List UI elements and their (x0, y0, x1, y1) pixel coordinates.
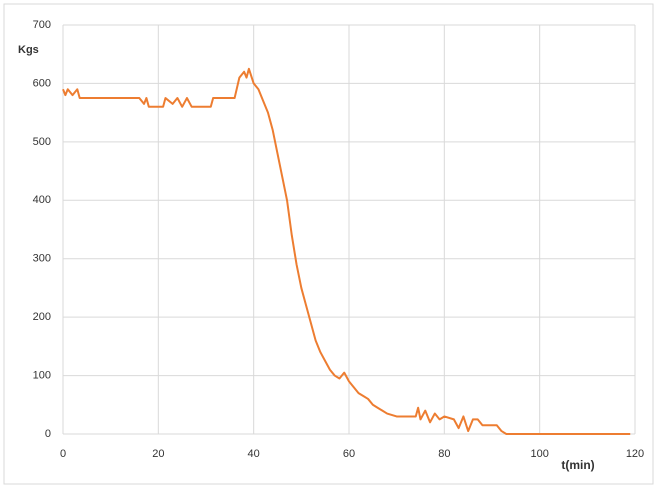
chart-border (3, 3, 654, 485)
x-tick-label: 40 (248, 448, 260, 460)
y-tick-label: 500 (33, 136, 51, 148)
x-axis-label: t(min) (561, 458, 594, 472)
x-tick-label: 20 (152, 448, 164, 460)
y-axis-label: Kgs (18, 44, 39, 56)
y-tick-label: 0 (45, 428, 51, 440)
y-tick-label: 100 (33, 369, 51, 381)
x-tick-label: 0 (60, 448, 66, 460)
x-tick-label: 120 (626, 448, 644, 460)
x-tick-label: 100 (530, 448, 548, 460)
x-tick-label: 60 (343, 448, 355, 460)
x-tick-label: 80 (438, 448, 450, 460)
y-tick-label: 300 (33, 253, 51, 265)
y-tick-label: 600 (33, 77, 51, 89)
y-tick-label: 700 (33, 19, 51, 31)
data-line (62, 67, 631, 435)
y-tick-label: 400 (33, 194, 51, 206)
y-tick-label: 200 (33, 311, 51, 323)
